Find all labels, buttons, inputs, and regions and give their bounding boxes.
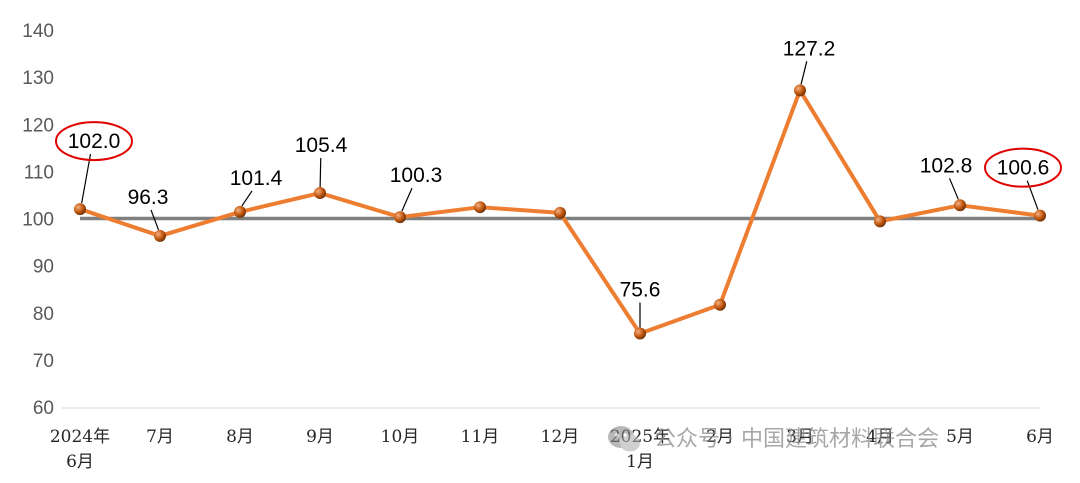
leader-line	[150, 209, 160, 231]
y-tick-label: 80	[33, 304, 54, 325]
leader-line	[800, 61, 808, 85]
data-point	[154, 229, 166, 242]
leader-line	[319, 158, 322, 188]
x-tick-label: 6月	[1026, 427, 1054, 447]
y-axis: 60 70 80 90 100 110 120 130 140	[22, 21, 54, 419]
watermark: 公众号 · 中国建筑材料联合会	[608, 426, 939, 452]
y-tick-label: 70	[33, 351, 54, 372]
data-label: 127.2	[783, 37, 836, 60]
data-label: 96.3	[128, 186, 169, 209]
y-tick-label: 90	[33, 257, 54, 278]
data-markers	[74, 84, 1046, 340]
data-point	[714, 298, 726, 311]
highlight-circle	[55, 121, 133, 162]
y-tick-label: 110	[24, 162, 54, 183]
y-tick-label: 130	[22, 68, 54, 89]
data-point	[874, 215, 886, 228]
leader-line	[81, 153, 92, 204]
x-tick-label: 4月	[866, 427, 894, 447]
watermark-text: 公众号 · 中国建筑材料联合会	[654, 427, 939, 452]
data-label: 105.4	[295, 134, 348, 157]
data-label: 102.8	[920, 154, 973, 177]
leader-line	[241, 190, 253, 207]
label-leader-lines	[81, 61, 1039, 328]
data-point	[794, 84, 806, 97]
data-point	[1034, 209, 1046, 222]
leader-line	[948, 178, 959, 200]
data-point	[74, 203, 86, 216]
x-tick-label: 3月	[786, 427, 814, 447]
data-point	[234, 205, 246, 218]
y-tick-label: 120	[22, 115, 54, 136]
data-label: 101.4	[230, 167, 283, 190]
y-tick-label: 100	[22, 210, 54, 231]
data-point	[474, 201, 486, 214]
x-tick-label: 6月	[66, 452, 94, 472]
x-tick-label: 10月	[381, 427, 420, 447]
data-point	[954, 199, 966, 212]
wechat-icon	[608, 426, 640, 452]
x-tick-label: 9月	[306, 427, 334, 447]
x-tick-label: 5月	[946, 427, 974, 447]
x-tick-label: 2024年	[50, 427, 110, 447]
x-tick-label: 8月	[226, 427, 254, 447]
x-tick-label: 11月	[461, 427, 500, 447]
highlight-circle	[984, 147, 1062, 188]
x-tick-label: 1月	[626, 452, 654, 472]
y-tick-label: 140	[22, 21, 54, 42]
y-tick-label: 60	[33, 398, 54, 419]
data-label: 102.0	[68, 130, 121, 153]
data-point	[634, 327, 646, 340]
data-label: 100.6	[997, 157, 1050, 180]
highlight-circles	[55, 121, 1062, 188]
leader-line	[401, 187, 413, 212]
data-labels: 102.0 96.3 101.4 105.4 100.3 75.6 127.2 102.8 10…	[68, 37, 1050, 301]
data-point	[394, 211, 406, 224]
x-tick-label: 2月	[706, 427, 734, 447]
data-label: 75.6	[620, 278, 661, 301]
x-tick-label: 12月	[541, 427, 580, 447]
x-tick-label: 7月	[146, 427, 174, 447]
data-label: 100.3	[390, 164, 443, 187]
data-point	[314, 187, 326, 200]
data-point	[554, 206, 566, 219]
